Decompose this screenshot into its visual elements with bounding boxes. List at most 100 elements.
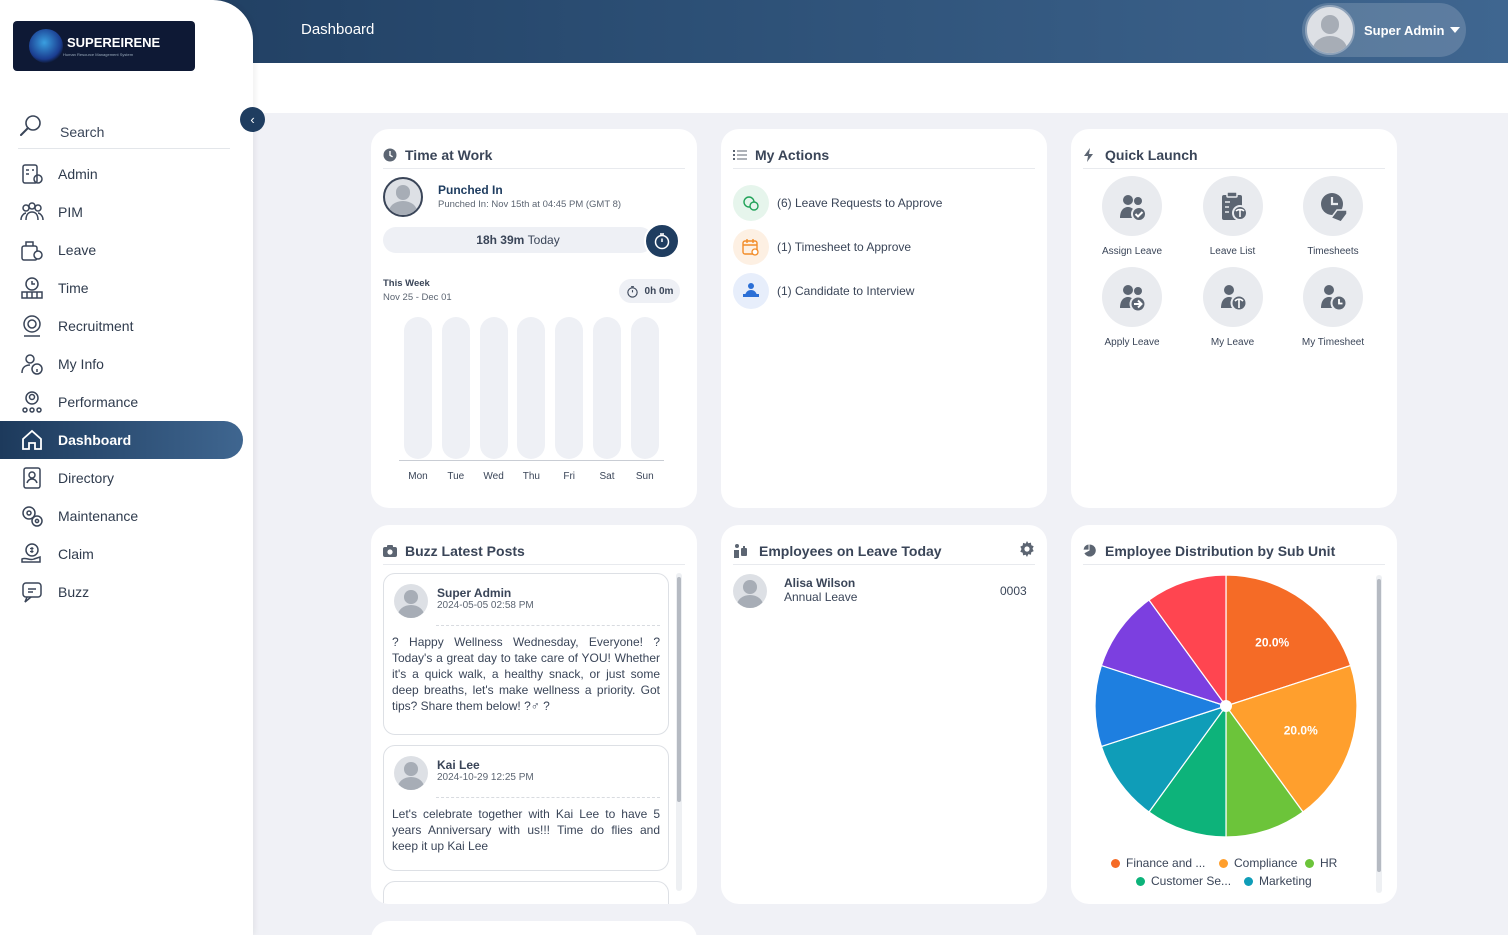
admin-icon xyxy=(20,162,44,186)
quick-launch-apply-leave[interactable]: Apply Leave xyxy=(1087,267,1177,348)
brand-logo[interactable]: SUPEREIRENE Human Resource Management Sy… xyxy=(13,21,195,71)
sidebar: SUPEREIRENE Human Resource Management Sy… xyxy=(0,0,253,935)
week-range: Nov 25 - Dec 01 xyxy=(383,292,452,303)
my-info-icon xyxy=(20,352,44,376)
action-item[interactable]: (6) Leave Requests to Approve xyxy=(733,185,942,221)
pie-slice[interactable] xyxy=(1100,704,1228,813)
buzz-card: Buzz Latest Posts Super Admin 2024-05-05… xyxy=(371,525,697,904)
chart-baseline xyxy=(399,460,664,461)
post-author: Super Admin xyxy=(437,586,512,600)
lightning-icon xyxy=(1083,147,1097,162)
chevron-left-icon: ‹ xyxy=(250,112,255,127)
sidebar-item-recruitment[interactable]: Recruitment xyxy=(0,307,243,345)
day-bar xyxy=(517,317,546,459)
buzz-post[interactable] xyxy=(383,881,669,904)
card-title: Employees on Leave Today xyxy=(759,542,942,559)
scrollbar-thumb[interactable] xyxy=(1377,579,1381,872)
directory-icon xyxy=(20,466,44,490)
employee-name: Alisa Wilson xyxy=(784,576,856,590)
page-title: Dashboard xyxy=(301,21,375,38)
leave-list-icon xyxy=(1202,176,1263,236)
pie-slice[interactable] xyxy=(1225,704,1304,838)
legend-item[interactable]: Marketing xyxy=(1244,874,1312,888)
post-date: 2024-05-05 02:58 PM xyxy=(437,600,534,611)
sidebar-item-maintenance[interactable]: Maintenance xyxy=(0,497,243,535)
legend-swatch xyxy=(1136,876,1145,886)
search-label: Search xyxy=(60,123,105,140)
pie-slice[interactable] xyxy=(1148,704,1227,838)
sidebar-item-directory[interactable]: Directory xyxy=(0,459,243,497)
chevron-down-icon xyxy=(1450,27,1461,33)
legend-label: Finance and ... xyxy=(1126,856,1206,870)
legend-item[interactable]: Finance and ... xyxy=(1111,856,1205,870)
sidebar-item-label: Recruitment xyxy=(58,318,134,334)
list-icon xyxy=(733,148,747,162)
pie-slice[interactable] xyxy=(1148,574,1227,708)
sidebar-item-label: My Info xyxy=(58,356,104,372)
quick-launch-label: Leave List xyxy=(1209,246,1256,257)
divider xyxy=(436,625,660,626)
pie-slice[interactable] xyxy=(1100,599,1228,708)
quick-launch-card: Quick Launch Assign Leave Leave List Times… xyxy=(1071,129,1397,508)
post-text: Let's celebrate together with Kai Lee to… xyxy=(392,807,660,853)
sidebar-item-pim[interactable]: PIM xyxy=(0,193,243,231)
avatar xyxy=(383,177,423,217)
sidebar-item-buzz[interactable]: Buzz xyxy=(0,573,243,611)
buzz-post[interactable]: Kai Lee 2024-10-29 12:25 PM Let's celebr… xyxy=(383,745,669,871)
pim-icon xyxy=(20,200,44,224)
legend-swatch xyxy=(1219,858,1228,868)
quick-launch-my-timesheet[interactable]: My Timesheet xyxy=(1288,267,1378,348)
action-item[interactable]: (1) Timesheet to Approve xyxy=(733,229,911,265)
logo-globe-icon xyxy=(29,29,63,63)
pie-chart: 20.0% 20.0% xyxy=(1094,574,1358,838)
action-item[interactable]: (1) Candidate to Interview xyxy=(733,273,914,309)
pie-slice[interactable] xyxy=(1225,574,1352,707)
quick-launch-label: Timesheets xyxy=(1307,246,1359,257)
gear-icon[interactable] xyxy=(1019,541,1035,560)
legend-swatch xyxy=(1305,858,1314,868)
sidebar-item-time[interactable]: Time xyxy=(0,269,243,307)
sidebar-item-claim[interactable]: Claim xyxy=(0,535,243,573)
day-bar xyxy=(555,317,584,459)
search-input[interactable]: Search xyxy=(18,107,230,149)
quick-launch-timesheets[interactable]: Timesheets xyxy=(1288,176,1378,257)
leave-icon xyxy=(20,238,44,262)
search-icon xyxy=(20,114,41,136)
quick-launch-my-leave[interactable]: My Leave xyxy=(1188,267,1278,348)
assign-leave-icon xyxy=(1102,176,1162,236)
sidebar-item-dashboard[interactable]: Dashboard xyxy=(0,421,243,459)
legend-swatch xyxy=(1244,876,1253,886)
punch-button[interactable] xyxy=(644,223,680,259)
card-title: Quick Launch xyxy=(1105,146,1198,163)
action-label: (6) Leave Requests to Approve xyxy=(777,196,943,210)
card-title: Employee Distribution by Sub Unit xyxy=(1105,542,1336,559)
pie-slice[interactable] xyxy=(1094,664,1228,748)
quick-launch-leave-list[interactable]: Leave List xyxy=(1188,176,1278,257)
sidebar-item-leave[interactable]: Leave xyxy=(0,231,243,269)
sidebar-item-my-info[interactable]: My Info xyxy=(0,345,243,383)
legend-item[interactable]: HR xyxy=(1305,856,1337,870)
sidebar-item-label: Admin xyxy=(58,166,98,182)
sidebar-item-performance[interactable]: Performance xyxy=(0,383,243,421)
quick-launch-assign-leave[interactable]: Assign Leave xyxy=(1087,176,1177,257)
clock-icon xyxy=(383,148,397,162)
day-bar xyxy=(404,317,432,459)
sidebar-item-label: Dashboard xyxy=(58,432,132,448)
legend-item[interactable]: Customer Se... xyxy=(1136,874,1231,888)
avatar xyxy=(394,756,428,790)
card-title: My Actions xyxy=(755,146,830,163)
camera-icon xyxy=(383,544,397,558)
user-menu[interactable]: Super Admin xyxy=(1302,3,1466,57)
day-label: Sat xyxy=(599,471,615,482)
pie-slice[interactable] xyxy=(1225,664,1358,813)
collapse-sidebar-button[interactable]: ‹ xyxy=(240,107,265,132)
candidate-interview-icon xyxy=(733,273,769,309)
scrollbar-thumb[interactable] xyxy=(677,577,681,802)
buzz-post[interactable]: Super Admin 2024-05-05 02:58 PM ? Happy … xyxy=(383,573,669,735)
recruitment-icon xyxy=(20,314,44,338)
legend-item[interactable]: Compliance xyxy=(1219,856,1297,870)
card-title: Time at Work xyxy=(405,146,493,163)
action-label: (1) Candidate to Interview xyxy=(777,284,915,298)
sidebar-item-admin[interactable]: Admin xyxy=(0,155,243,193)
day-bar xyxy=(479,317,508,459)
